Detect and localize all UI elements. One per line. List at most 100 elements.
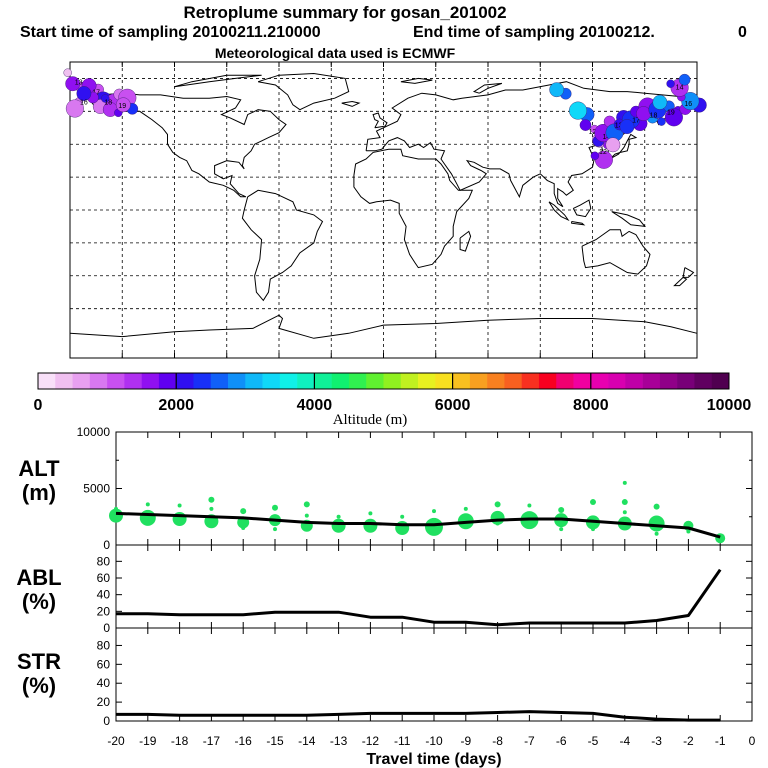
colorbar-segment <box>245 373 263 389</box>
x-tick-label: -4 <box>619 734 630 748</box>
y-tick-label: 40 <box>97 588 111 602</box>
colorbar-frame <box>37 372 730 390</box>
coastline <box>174 74 262 88</box>
plume-day-label: 16 <box>684 101 692 108</box>
colorbar-segment <box>262 373 281 389</box>
colorbar-segment <box>711 373 730 389</box>
plume-day-label: 13 <box>615 122 623 129</box>
alt-spread-dot <box>494 501 501 508</box>
plume-dot <box>657 117 666 126</box>
colorbar-segment <box>107 373 125 389</box>
alt-spread-dot <box>273 527 277 532</box>
plume-day-label: 13 <box>75 80 83 87</box>
alt-spread-dot <box>177 503 182 508</box>
alt-spread-dot <box>304 513 309 518</box>
x-tick-label: -16 <box>235 734 253 748</box>
alt-spread-dot <box>272 504 278 511</box>
plume-day-label: 17 <box>632 118 640 125</box>
colorbar-segment <box>279 373 298 389</box>
colorbar-segment <box>452 373 471 389</box>
str-label-line2: (%) <box>21 673 57 698</box>
y-tick-label: 20 <box>97 604 111 618</box>
colorbar-tick-label: 2000 <box>158 397 194 414</box>
sampling-end: End time of sampling 20100212. <box>413 24 655 41</box>
alt-panel-label: ALT (m) <box>4 457 74 505</box>
plume-dot <box>652 94 668 110</box>
coastline <box>241 189 324 302</box>
str-label-line1: STR <box>17 649 61 674</box>
sampling-end-tail: 0 <box>738 24 747 41</box>
plume-dot <box>63 68 72 77</box>
colorbar-segment <box>418 373 436 389</box>
x-tick-label: -8 <box>492 734 503 748</box>
colorbar-segment <box>55 373 73 389</box>
map-plume-clusters: 1317181916121413171819161214 <box>63 68 707 169</box>
coastline <box>472 82 503 94</box>
plume-dot <box>569 101 588 120</box>
plume-dot <box>636 106 651 122</box>
colorbar-segment <box>210 373 229 389</box>
x-tick-label: -14 <box>298 734 316 748</box>
colorbar-segment <box>435 373 453 389</box>
alt-spread-dot <box>336 514 341 519</box>
colorbar-segment <box>228 373 246 389</box>
sampling-start: Start time of sampling 20100211.210000 <box>20 24 321 41</box>
plume-day-label: 18 <box>650 113 658 120</box>
x-tick-label: -3 <box>651 734 662 748</box>
y-tick-label: 0 <box>103 714 110 728</box>
alt-label-line2: (m) <box>21 480 57 505</box>
x-tick-label: -10 <box>425 734 443 748</box>
met-data-note: Meteorological data used is ECMWF <box>214 45 456 61</box>
colorbar-segment <box>383 373 402 389</box>
alt-spread-dot <box>400 514 405 519</box>
y-tick-label: 60 <box>97 571 111 585</box>
plume-dot <box>76 86 92 101</box>
abl-label-line2: (%) <box>21 589 57 614</box>
alt-spread-dot <box>622 510 627 515</box>
alt-spread-dot <box>209 506 214 511</box>
alt-spread-dot <box>145 502 150 507</box>
colorbar-segment <box>72 373 91 389</box>
colorbar-segment <box>400 373 419 389</box>
alt-plume-dot <box>490 510 505 525</box>
coastline <box>353 148 474 269</box>
alt-spread-dot <box>240 508 247 515</box>
colorbar-tick-label: 8000 <box>573 397 609 414</box>
colorbar-segment <box>556 373 574 389</box>
coastline <box>581 229 651 275</box>
plume-dot <box>65 76 81 92</box>
chart-title: Retroplume summary for gosan_201002 <box>183 3 507 22</box>
x-tick-label: -15 <box>266 734 284 748</box>
colorbar-segment <box>659 373 678 389</box>
str-series-line <box>116 710 721 722</box>
alt-plume-dot <box>109 508 123 523</box>
x-tick-label: -12 <box>362 734 380 748</box>
plume-dot <box>101 94 110 103</box>
colorbar-tick-label: 0 <box>34 397 43 414</box>
plume-day-label: 14 <box>676 85 684 92</box>
colorbar-segment <box>366 373 384 389</box>
coastline <box>90 92 287 198</box>
alt-spread-dot <box>622 480 627 485</box>
coastline <box>548 201 570 222</box>
plume-day-label: 19 <box>118 103 126 110</box>
colorbar-segment <box>469 373 488 389</box>
alt-plume-dot <box>363 518 378 533</box>
x-tick-label: 0 <box>749 734 756 748</box>
colorbar-segment <box>297 373 315 389</box>
plume-dot <box>619 119 635 135</box>
plume-dot <box>115 97 131 113</box>
coastline <box>341 100 361 107</box>
plume-dot <box>590 151 600 161</box>
y-tick-label: 80 <box>97 554 111 568</box>
x-tick-label: -20 <box>107 734 125 748</box>
colorbar-segment <box>538 373 557 389</box>
plume-day-label: 14 <box>603 134 611 141</box>
coastline <box>572 199 592 218</box>
colorbar-segment <box>487 373 505 389</box>
alt-spread-dot <box>527 503 532 508</box>
y-tick-label: 0 <box>103 538 110 552</box>
alt-plume-dot <box>331 518 346 533</box>
coastline <box>400 77 433 84</box>
colorbar-segment <box>348 373 367 389</box>
